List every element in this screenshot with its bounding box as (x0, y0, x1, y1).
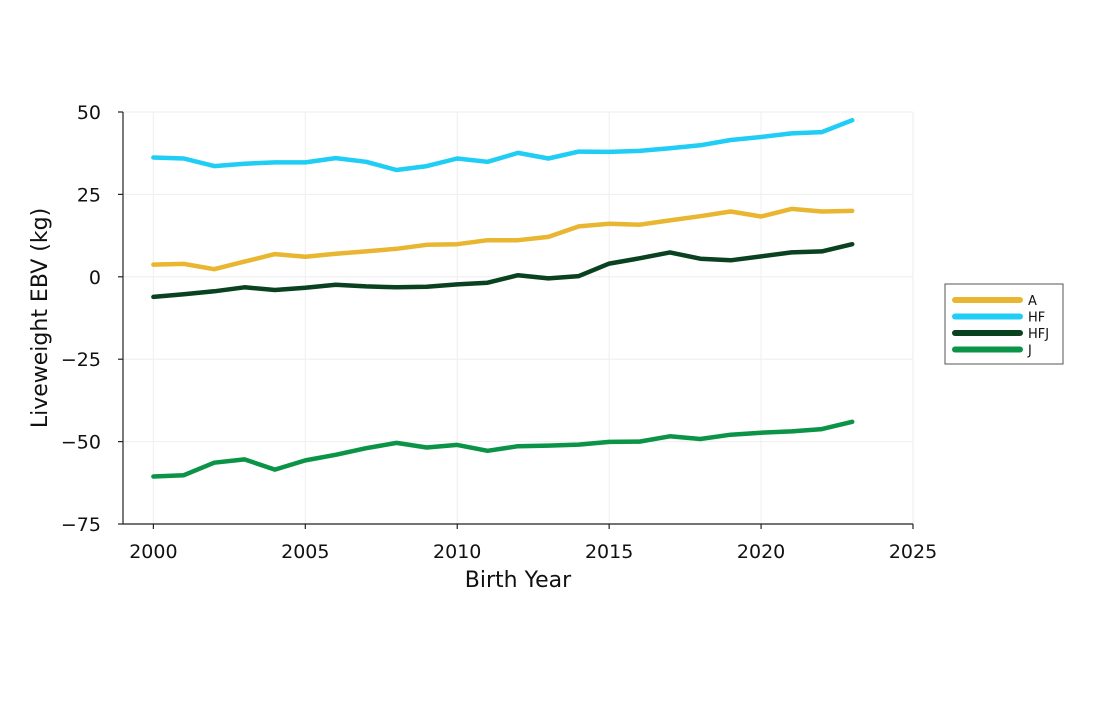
x-tick-label: 2010 (433, 541, 481, 563)
x-axis-title: Birth Year (465, 568, 572, 593)
x-tick-label: 2020 (737, 541, 785, 563)
y-tick-label: 50 (77, 102, 101, 124)
axes (122, 112, 913, 525)
legend-label-a: A (1028, 294, 1037, 309)
y-tick-labels: 50 25 0 −25 −50 −75 (61, 102, 123, 536)
x-tick-label: 2015 (585, 541, 633, 563)
series-lines (151, 117, 855, 479)
x-tick-label: 2025 (889, 541, 937, 563)
legend-label-hfj: HFJ (1028, 327, 1049, 342)
x-tick-labels: 2000 2005 2010 2015 2020 2025 (129, 524, 937, 563)
x-tick-label: 2005 (281, 541, 329, 563)
y-tick-label: −50 (61, 432, 101, 454)
y-tick-label: 25 (77, 184, 101, 206)
x-tick-label: 2000 (129, 541, 177, 563)
series-line-hf (151, 117, 855, 173)
y-tick-label: 0 (89, 267, 101, 289)
series-line-a (151, 206, 855, 272)
legend-label-hf: HF (1028, 311, 1045, 326)
legend-label-j: J (1027, 344, 1032, 359)
y-axis-title: Liveweight EBV (kg) (28, 208, 53, 428)
y-tick-label: −75 (61, 514, 101, 536)
series-line-j (151, 419, 855, 479)
plot-background (123, 112, 913, 524)
y-tick-label: −25 (61, 349, 101, 371)
series-line-hfj (151, 241, 855, 300)
